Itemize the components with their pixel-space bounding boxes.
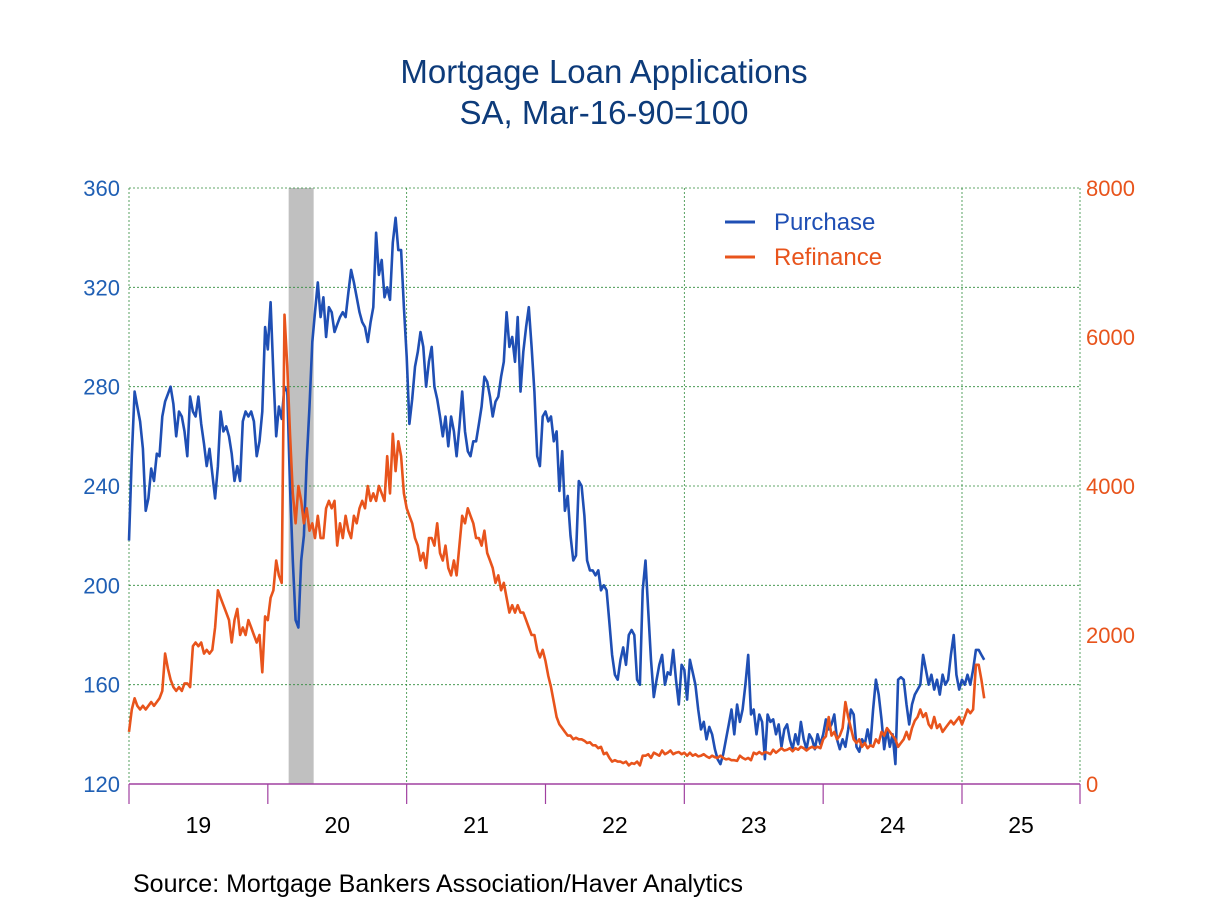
legend-label-refinance: Refinance xyxy=(774,244,882,271)
x-axis-tick-label: 24 xyxy=(880,812,906,838)
right-axis-tick-label: 4000 xyxy=(1086,474,1135,499)
legend-label-purchase: Purchase xyxy=(774,209,875,236)
source-note: Source: Mortgage Bankers Association/Hav… xyxy=(133,870,744,898)
left-axis-tick-label: 160 xyxy=(83,673,120,698)
x-axis-tick-label: 22 xyxy=(602,812,628,838)
left-axis-tick-label: 360 xyxy=(83,176,120,201)
x-axis-tick-label: 21 xyxy=(463,812,489,838)
left-axis-tick-label: 280 xyxy=(83,375,120,400)
x-axis-tick-label: 23 xyxy=(741,812,767,838)
right-axis-tick-label: 8000 xyxy=(1086,176,1135,201)
right-axis-tick-label: 6000 xyxy=(1086,325,1135,350)
x-axis-tick-label: 19 xyxy=(186,812,212,838)
chart-subtitle: SA, Mar-16-90=100 xyxy=(459,94,749,131)
series-line-refinance xyxy=(127,313,986,767)
left-axis-tick-label: 240 xyxy=(83,474,120,499)
x-axis-tick-label: 20 xyxy=(324,812,350,838)
left-axis-tick-label: 200 xyxy=(83,573,120,598)
left-axis-tick-label: 320 xyxy=(83,275,120,300)
right-axis-tick-label: 0 xyxy=(1086,772,1098,797)
series-line-purchase xyxy=(127,216,986,766)
x-axis-tick-label: 25 xyxy=(1008,812,1034,838)
right-axis-tick-label: 2000 xyxy=(1086,623,1135,648)
left-axis-tick-label: 120 xyxy=(83,772,120,797)
chart-title: Mortgage Loan Applications xyxy=(400,53,808,90)
